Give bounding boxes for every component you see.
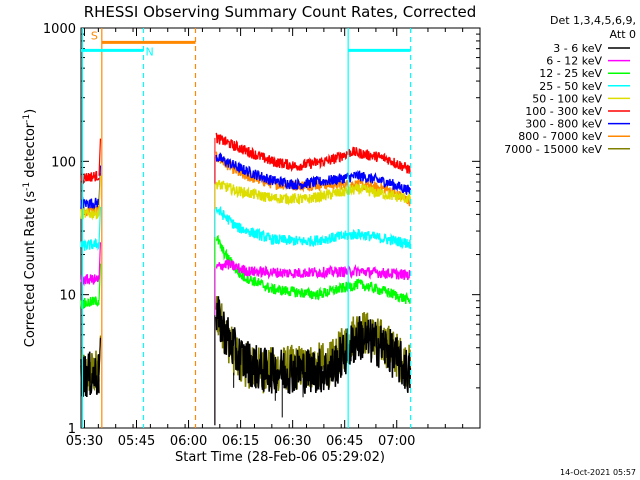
legend-label: 800 - 7000 keV: [518, 130, 602, 143]
series-line: [215, 259, 411, 281]
legend-header: Det 1,3,4,5,6,9,: [550, 14, 636, 27]
y-tick-label: 1000: [43, 22, 76, 37]
series-line: [215, 179, 411, 206]
series-line: [80, 296, 100, 311]
x-tick-label: 06:15: [222, 434, 259, 449]
series-line: [80, 274, 100, 287]
series-25-50keV: [80, 205, 411, 426]
series-line: [80, 207, 100, 221]
legend-label: 7000 - 15000 keV: [504, 143, 602, 156]
series-line: [80, 238, 100, 251]
x-tick-label: 06:30: [274, 434, 311, 449]
series-rise: [98, 263, 102, 301]
series-rise: [98, 337, 102, 375]
legend-label: 3 - 6 keV: [553, 42, 602, 55]
x-tick-label: 06:45: [326, 434, 363, 449]
series-line: [215, 152, 411, 195]
plot-frame: [80, 27, 481, 429]
x-tick-label: 05:45: [118, 434, 155, 449]
legend-label: 100 - 300 keV: [525, 105, 602, 118]
series-rise: [98, 206, 102, 244]
legend-label: 50 - 100 keV: [532, 92, 602, 105]
series-line: [80, 204, 100, 217]
x-tick-label: 05:30: [66, 434, 103, 449]
flag-label: N: [145, 45, 153, 58]
flag-label: S: [91, 29, 98, 42]
series-rise: [98, 242, 102, 280]
legend-label: 6 - 12 keV: [546, 55, 602, 68]
legend-label: 300 - 800 keV: [525, 118, 602, 131]
series-line: [215, 296, 412, 394]
x-axis-label: Start Time (28-Feb-06 05:29:02): [175, 450, 385, 465]
series-line: [80, 351, 100, 398]
series-3-6keV: [80, 296, 412, 426]
series-50-100keV: [80, 175, 411, 426]
legend-sub: Att 0: [610, 28, 636, 41]
x-tick-label: 07:00: [378, 434, 415, 449]
series-line: [215, 234, 411, 305]
series-line: [215, 205, 411, 250]
x-tick-label: 06:00: [170, 434, 207, 449]
y-tick-label: 1: [68, 422, 76, 437]
legend-label: 12 - 25 keV: [539, 67, 602, 80]
legend-label: 25 - 50 keV: [539, 80, 602, 93]
series-line: [80, 170, 100, 185]
y-tick-label: 10: [59, 289, 76, 304]
y-tick-label: 100: [51, 155, 76, 170]
series-line: [80, 196, 100, 210]
footer-timestamp: 14-Oct-2021 05:57: [560, 468, 636, 477]
series-rise: [98, 138, 102, 176]
series-line: [215, 132, 411, 174]
y-axis-label: Corrected Count Rate (s-1 detector-1): [22, 109, 38, 347]
chart-title: RHESSI Observing Summary Count Rates, Co…: [84, 3, 477, 21]
series-rise: [98, 175, 102, 213]
